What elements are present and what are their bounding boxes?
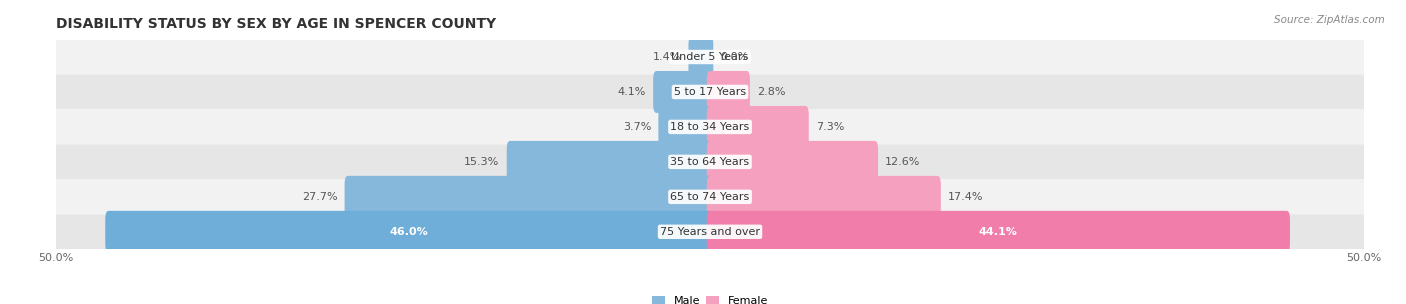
- Text: 46.0%: 46.0%: [389, 227, 429, 237]
- FancyBboxPatch shape: [658, 106, 713, 148]
- Text: 4.1%: 4.1%: [617, 87, 645, 97]
- FancyBboxPatch shape: [707, 106, 808, 148]
- FancyBboxPatch shape: [707, 141, 879, 183]
- Text: 35 to 64 Years: 35 to 64 Years: [671, 157, 749, 167]
- FancyBboxPatch shape: [344, 176, 713, 218]
- FancyBboxPatch shape: [707, 211, 1289, 253]
- FancyBboxPatch shape: [707, 71, 749, 113]
- FancyBboxPatch shape: [49, 214, 1371, 249]
- Text: 2.8%: 2.8%: [756, 87, 786, 97]
- FancyBboxPatch shape: [689, 36, 713, 78]
- Text: 17.4%: 17.4%: [948, 192, 984, 202]
- Text: 15.3%: 15.3%: [464, 157, 499, 167]
- Text: 0.0%: 0.0%: [720, 52, 749, 62]
- Text: 65 to 74 Years: 65 to 74 Years: [671, 192, 749, 202]
- FancyBboxPatch shape: [49, 109, 1371, 144]
- Text: 18 to 34 Years: 18 to 34 Years: [671, 122, 749, 132]
- FancyBboxPatch shape: [105, 211, 713, 253]
- FancyBboxPatch shape: [707, 176, 941, 218]
- Text: 7.3%: 7.3%: [815, 122, 845, 132]
- Text: 1.4%: 1.4%: [652, 52, 682, 62]
- FancyBboxPatch shape: [49, 144, 1371, 179]
- Text: 5 to 17 Years: 5 to 17 Years: [673, 87, 747, 97]
- Text: 75 Years and over: 75 Years and over: [659, 227, 761, 237]
- Text: 3.7%: 3.7%: [623, 122, 651, 132]
- Text: 27.7%: 27.7%: [302, 192, 337, 202]
- Text: Source: ZipAtlas.com: Source: ZipAtlas.com: [1274, 15, 1385, 25]
- Text: 12.6%: 12.6%: [886, 157, 921, 167]
- FancyBboxPatch shape: [654, 71, 713, 113]
- Text: Under 5 Years: Under 5 Years: [672, 52, 748, 62]
- FancyBboxPatch shape: [506, 141, 713, 183]
- Text: DISABILITY STATUS BY SEX BY AGE IN SPENCER COUNTY: DISABILITY STATUS BY SEX BY AGE IN SPENC…: [56, 17, 496, 31]
- Text: 44.1%: 44.1%: [979, 227, 1018, 237]
- FancyBboxPatch shape: [49, 74, 1371, 109]
- Legend: Male, Female: Male, Female: [647, 292, 773, 304]
- FancyBboxPatch shape: [49, 179, 1371, 214]
- FancyBboxPatch shape: [49, 40, 1371, 74]
